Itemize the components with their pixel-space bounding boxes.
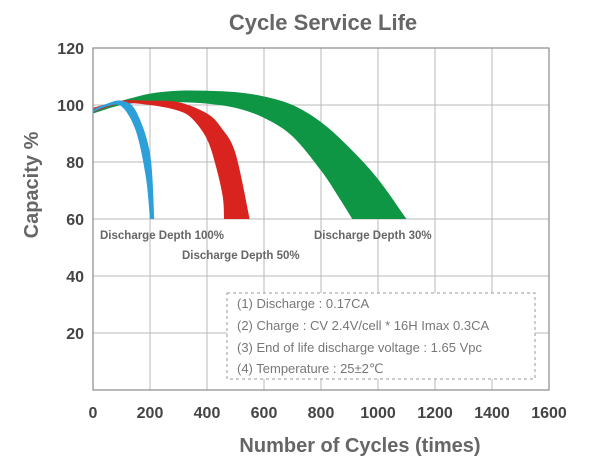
condition-note: (2) Charge : CV 2.4V/cell * 16H Imax 0.3… (237, 318, 489, 333)
series-bands (93, 90, 407, 219)
tick-labels: 0 200 400 600 800 1000 1200 1400 1600 20 40 60 80 100… (57, 41, 567, 422)
band-discharge-depth-100 (93, 100, 155, 219)
plot-frame (92, 47, 550, 391)
x-tick-label: 1200 (417, 405, 453, 422)
x-tick-label: 400 (194, 405, 221, 422)
x-axis-title: Number of Cycles (times) (239, 435, 480, 457)
y-tick-label: 20 (66, 326, 84, 343)
x-tick-label: 600 (251, 405, 278, 422)
condition-note: (1) Discharge : 0.17CA (237, 296, 370, 311)
x-tick-label: 1400 (474, 405, 510, 422)
x-tick-label: 800 (308, 405, 335, 422)
band-discharge-depth-50 (93, 100, 250, 219)
band-discharge-depth-30 (93, 90, 407, 219)
condition-note: (4) Temperature : 25±2℃ (237, 361, 384, 376)
y-tick-label: 100 (57, 98, 84, 115)
annotation-discharge-depth-100: Discharge Depth 100% (100, 230, 224, 242)
x-tick-label: 1000 (360, 405, 396, 422)
y-tick-label: 80 (66, 155, 84, 172)
conditions-box: (1) Discharge : 0.17CA (2) Charge : CV 2… (226, 292, 536, 380)
y-axis-title: Capacity % (21, 131, 43, 238)
y-tick-label: 60 (66, 212, 84, 229)
x-tick-label: 200 (137, 405, 164, 422)
x-tick-label: 0 (89, 405, 98, 422)
y-tick-label: 120 (57, 41, 84, 58)
conditions-box-border (226, 292, 536, 380)
chart-title: Cycle Service Life (229, 10, 417, 35)
annotation-discharge-depth-50: Discharge Depth 50% (182, 250, 300, 262)
condition-note: (3) End of life discharge voltage : 1.65… (237, 340, 482, 355)
annotation-discharge-depth-30: Discharge Depth 30% (314, 230, 432, 242)
y-tick-label: 40 (66, 269, 84, 286)
x-tick-label: 1600 (531, 405, 567, 422)
